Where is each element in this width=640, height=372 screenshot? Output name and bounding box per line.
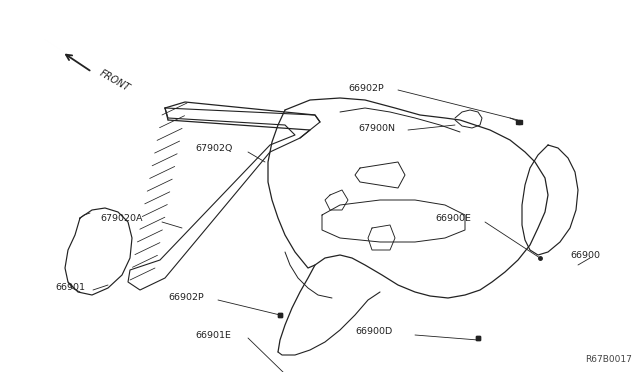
Text: FRONT: FRONT — [98, 68, 132, 93]
Text: 66901E: 66901E — [195, 330, 231, 340]
Text: 66900: 66900 — [570, 250, 600, 260]
Text: 66902P: 66902P — [348, 83, 384, 93]
Text: 67900N: 67900N — [358, 124, 395, 132]
Text: 679020A: 679020A — [100, 214, 143, 222]
Text: 66900D: 66900D — [355, 327, 392, 337]
Text: 66901: 66901 — [55, 283, 85, 292]
Text: 67902Q: 67902Q — [195, 144, 232, 153]
Text: 66900E: 66900E — [435, 214, 471, 222]
Text: 66902P: 66902P — [168, 294, 204, 302]
Text: R67B0017: R67B0017 — [585, 355, 632, 364]
